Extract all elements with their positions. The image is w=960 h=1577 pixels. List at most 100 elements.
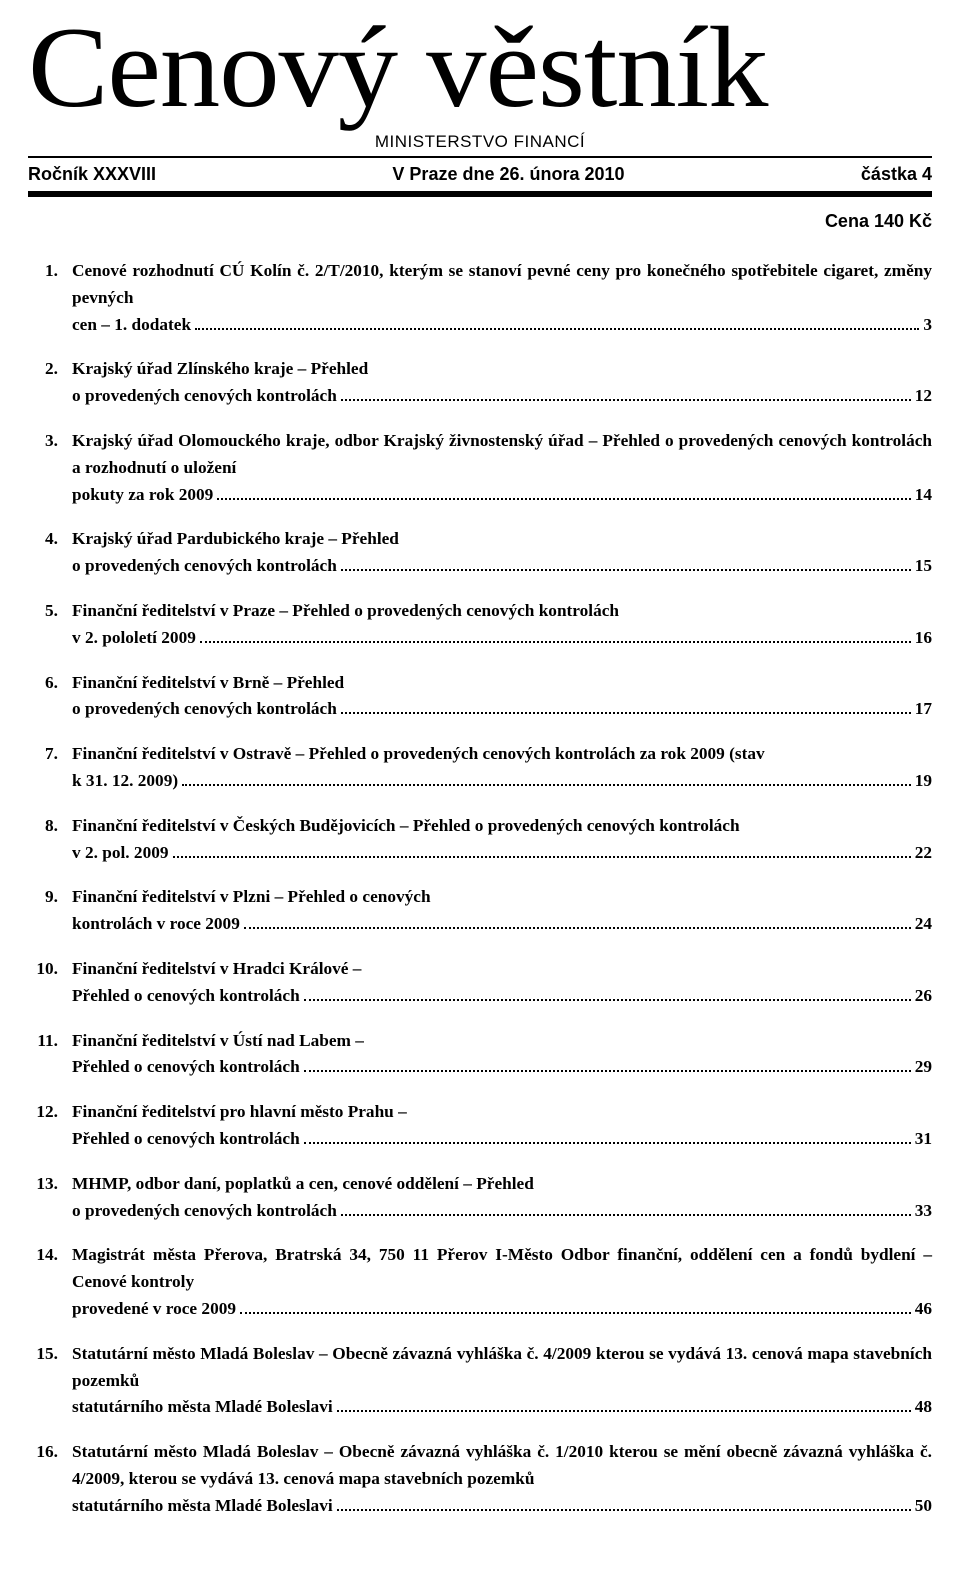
toc-title-tail: Přehled o cenových kontrolách: [72, 983, 300, 1010]
toc-title-tail: v 2. pololetí 2009: [72, 625, 196, 652]
toc-body: Statutární město Mladá Boleslav – Obecně…: [72, 1341, 932, 1421]
toc-page: 17: [915, 696, 932, 723]
masthead-title: Cenový věstník: [28, 10, 960, 126]
toc-item: 5.Finanční ředitelství v Praze – Přehled…: [28, 598, 932, 652]
toc-title: Krajský úřad Olomouckého kraje, odbor Kr…: [72, 431, 932, 477]
toc-leader-line: v 2. pol. 200922: [72, 840, 932, 867]
toc-item: 10.Finanční ředitelství v Hradci Králové…: [28, 956, 932, 1010]
toc-item: 11.Finanční ředitelství v Ústí nad Labem…: [28, 1028, 932, 1082]
toc-item: 4.Krajský úřad Pardubického kraje – Přeh…: [28, 526, 932, 580]
toc-page: 12: [915, 383, 932, 410]
toc-leader: [244, 914, 911, 930]
toc-title-tail: kontrolách v roce 2009: [72, 911, 240, 938]
toc-body: Finanční ředitelství v Českých Budějovic…: [72, 813, 932, 867]
toc-page: 14: [915, 482, 932, 509]
toc-title: Statutární město Mladá Boleslav – Obecně…: [72, 1344, 932, 1390]
toc-leader-line: pokuty za rok 2009 14: [72, 482, 932, 509]
toc-leader: [173, 842, 911, 858]
toc-number: 8.: [28, 813, 72, 840]
toc-title: Finanční ředitelství v Ostravě – Přehled…: [72, 744, 765, 763]
toc-number: 16.: [28, 1439, 72, 1466]
toc-title-tail: Přehled o cenových kontrolách: [72, 1054, 300, 1081]
toc-title-tail: cen – 1. dodatek: [72, 312, 191, 339]
toc-number: 11.: [28, 1028, 72, 1055]
toc-page: 15: [915, 553, 932, 580]
toc-leader: [341, 1200, 911, 1216]
toc-leader-line: Přehled o cenových kontrolách26: [72, 983, 932, 1010]
toc-body: Statutární město Mladá Boleslav – Obecně…: [72, 1439, 932, 1519]
toc-page: 16: [915, 625, 932, 652]
toc-body: MHMP, odbor daní, poplatků a cen, cenové…: [72, 1171, 932, 1225]
toc-leader: [337, 1495, 911, 1511]
toc-item: 3.Krajský úřad Olomouckého kraje, odbor …: [28, 428, 932, 508]
price: Cena 140 Kč: [28, 211, 932, 232]
toc-item: 6.Finanční ředitelství v Brně – Přehled …: [28, 670, 932, 724]
toc-title: Statutární město Mladá Boleslav – Obecně…: [72, 1442, 932, 1488]
toc-title: Finanční ředitelství v Brně – Přehled: [72, 673, 344, 692]
toc-title-tail: statutárního města Mladé Boleslavi: [72, 1394, 333, 1421]
toc-leader-line: o provedených cenových kontrolách12: [72, 383, 932, 410]
toc-title-tail: v 2. pol. 2009: [72, 840, 169, 867]
toc-title-tail: provedené v roce 2009: [72, 1296, 236, 1323]
toc-leader: [217, 484, 910, 500]
table-of-contents: 1.Cenové rozhodnutí CÚ Kolín č. 2/T/2010…: [28, 258, 932, 1519]
toc-body: Finanční ředitelství v Ostravě – Přehled…: [72, 741, 932, 795]
toc-body: Finanční ředitelství v Hradci Králové – …: [72, 956, 932, 1010]
toc-page: 50: [915, 1493, 932, 1520]
toc-item: 1.Cenové rozhodnutí CÚ Kolín č. 2/T/2010…: [28, 258, 932, 338]
toc-title-tail: o provedených cenových kontrolách: [72, 1198, 337, 1225]
toc-number: 14.: [28, 1242, 72, 1269]
toc-page: 24: [915, 911, 932, 938]
toc-item: 15.Statutární město Mladá Boleslav – Obe…: [28, 1341, 932, 1421]
toc-title: MHMP, odbor daní, poplatků a cen, cenové…: [72, 1174, 534, 1193]
toc-body: Finanční ředitelství v Ústí nad Labem – …: [72, 1028, 932, 1082]
toc-leader-line: kontrolách v roce 2009 24: [72, 911, 932, 938]
toc-body: Finanční ředitelství v Brně – Přehled o …: [72, 670, 932, 724]
toc-number: 10.: [28, 956, 72, 983]
toc-number: 6.: [28, 670, 72, 697]
toc-leader: [182, 770, 911, 786]
toc-title: Krajský úřad Pardubického kraje – Přehle…: [72, 529, 399, 548]
toc-title: Krajský úřad Zlínského kraje – Přehled: [72, 359, 368, 378]
toc-number: 12.: [28, 1099, 72, 1126]
toc-leader: [341, 386, 911, 402]
toc-number: 3.: [28, 428, 72, 455]
toc-title: Finanční ředitelství v Ústí nad Labem –: [72, 1031, 364, 1050]
toc-number: 15.: [28, 1341, 72, 1368]
toc-leader: [304, 1057, 911, 1073]
toc-title: Finanční ředitelství v Hradci Králové –: [72, 959, 361, 978]
toc-number: 1.: [28, 258, 72, 285]
toc-item: 13.MHMP, odbor daní, poplatků a cen, cen…: [28, 1171, 932, 1225]
toc-body: Finanční ředitelství v Plzni – Přehled o…: [72, 884, 932, 938]
toc-title-tail: k 31. 12. 2009): [72, 768, 178, 795]
toc-title: Finanční ředitelství v Plzni – Přehled o…: [72, 887, 431, 906]
issue-volume: Ročník XXXVIII: [28, 164, 156, 185]
toc-title-tail: o provedených cenových kontrolách: [72, 553, 337, 580]
toc-title-tail: pokuty za rok 2009: [72, 482, 213, 509]
toc-page: 19: [915, 768, 932, 795]
toc-leader-line: o provedených cenových kontrolách17: [72, 696, 932, 723]
toc-leader-line: Přehled o cenových kontrolách29: [72, 1054, 932, 1081]
toc-leader: [304, 1128, 911, 1144]
toc-number: 4.: [28, 526, 72, 553]
issue-date: V Praze dne 26. února 2010: [392, 164, 624, 185]
toc-leader: [337, 1397, 911, 1413]
toc-body: Krajský úřad Olomouckého kraje, odbor Kr…: [72, 428, 932, 508]
toc-leader: [240, 1298, 911, 1314]
toc-leader-line: statutárního města Mladé Boleslavi 50: [72, 1493, 932, 1520]
toc-item: 16.Statutární město Mladá Boleslav – Obe…: [28, 1439, 932, 1519]
ministry-subhead: MINISTERSTVO FINANCÍ: [28, 132, 932, 152]
toc-leader-line: v 2. pololetí 2009 16: [72, 625, 932, 652]
toc-title: Finanční ředitelství v Praze – Přehled o…: [72, 601, 619, 620]
toc-leader: [200, 627, 911, 643]
toc-title-tail: statutárního města Mladé Boleslavi: [72, 1493, 333, 1520]
toc-title: Finanční ředitelství v Českých Budějovic…: [72, 816, 740, 835]
toc-page: 46: [915, 1296, 932, 1323]
toc-item: 7.Finanční ředitelství v Ostravě – Přehl…: [28, 741, 932, 795]
toc-leader-line: cen – 1. dodatek3: [72, 312, 932, 339]
toc-item: 12.Finanční ředitelství pro hlavní město…: [28, 1099, 932, 1153]
toc-leader-line: Přehled o cenových kontrolách31: [72, 1126, 932, 1153]
toc-leader: [195, 314, 919, 330]
toc-leader-line: provedené v roce 2009 46: [72, 1296, 932, 1323]
toc-body: Finanční ředitelství v Praze – Přehled o…: [72, 598, 932, 652]
